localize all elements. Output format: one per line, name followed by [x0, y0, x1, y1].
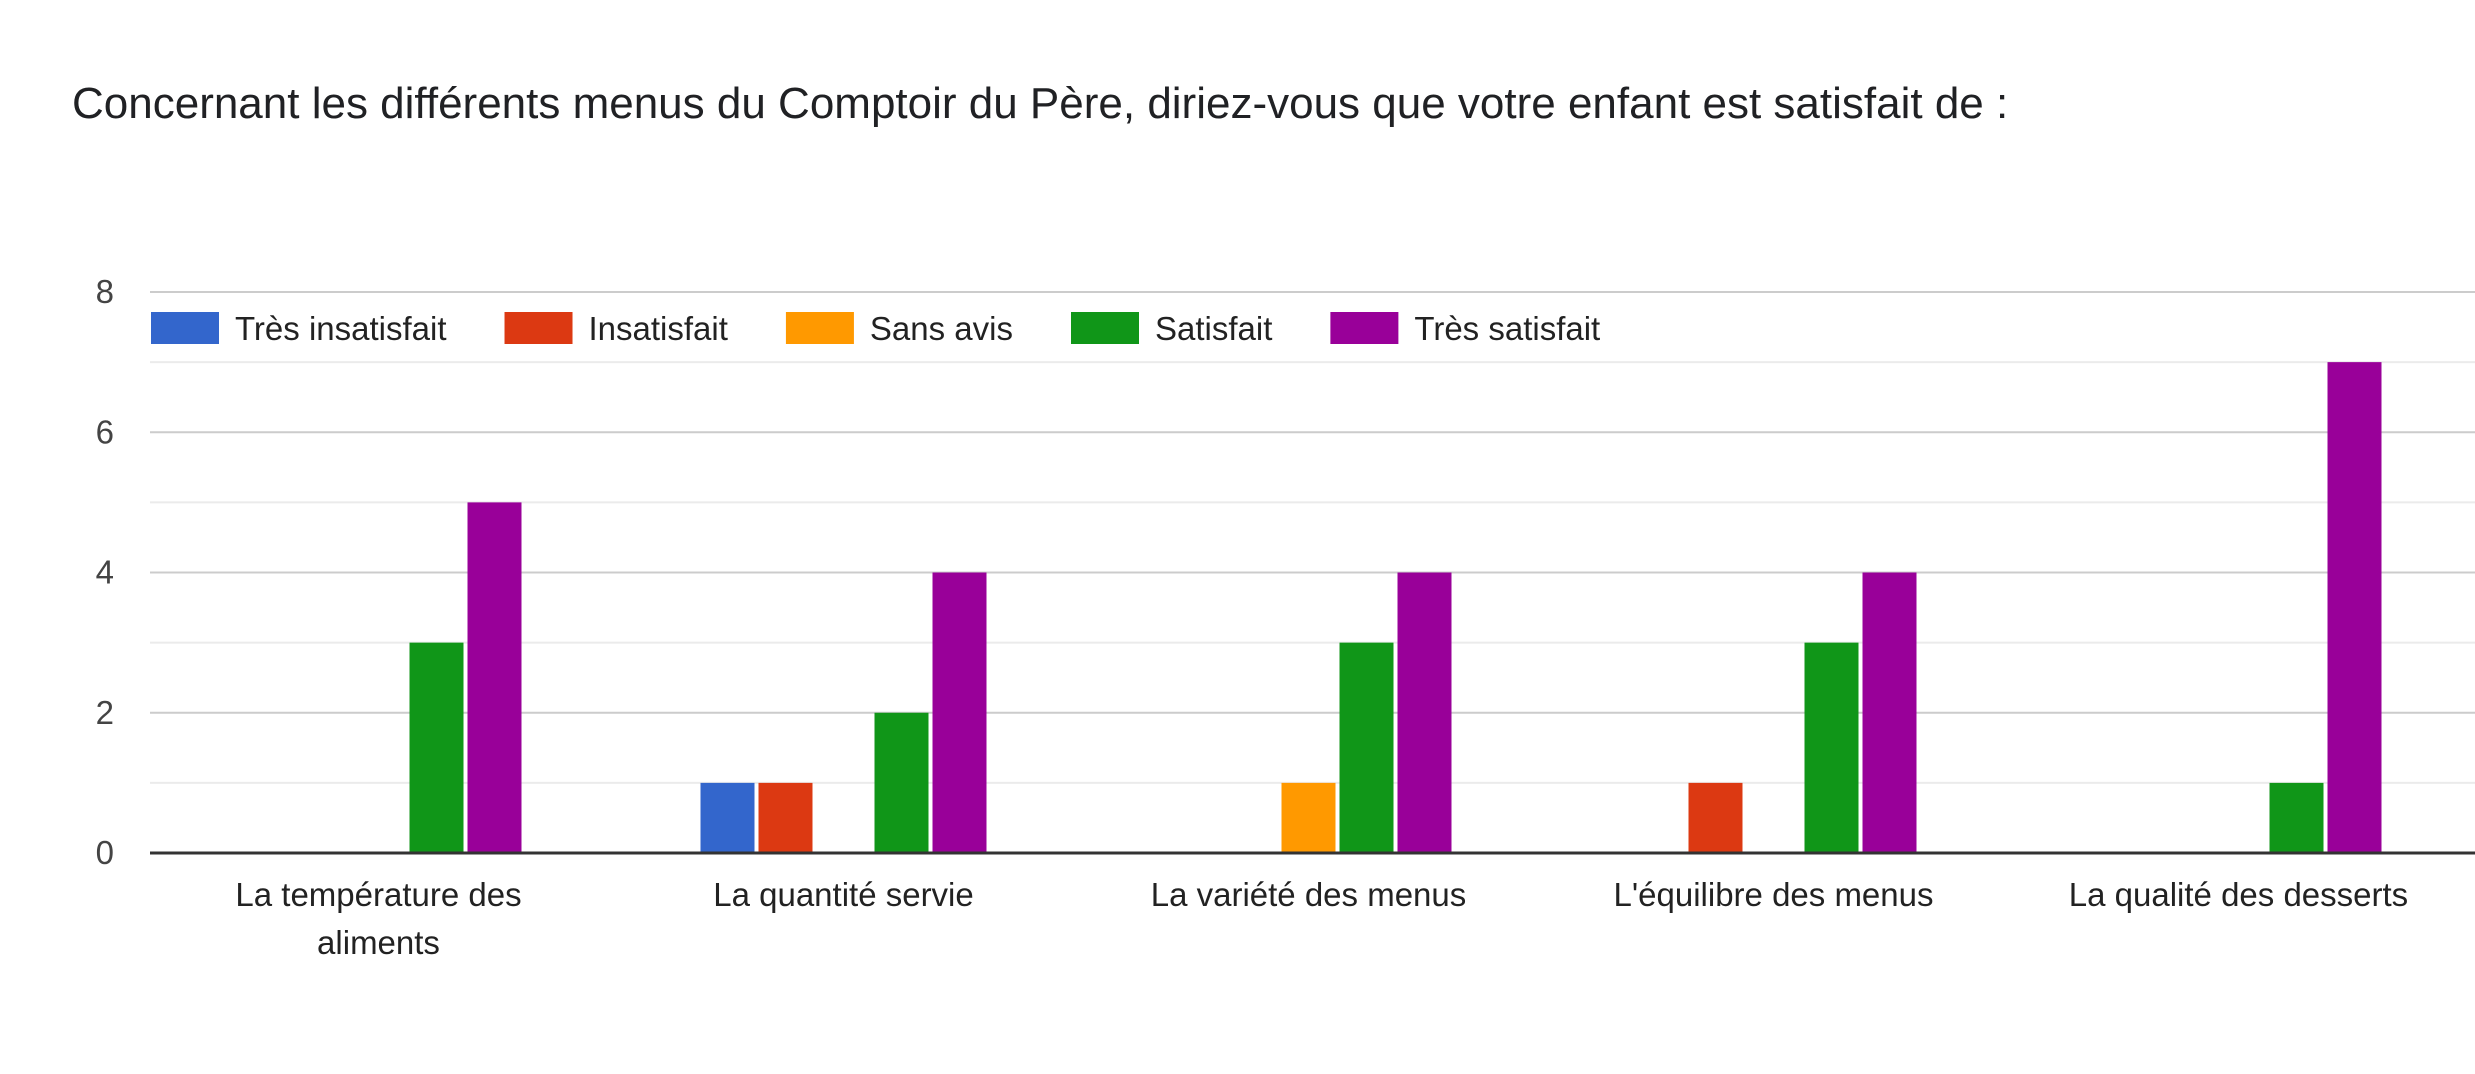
- gridlines: [150, 291, 2475, 784]
- x-category-label: La qualité des desserts: [2069, 876, 2408, 913]
- legend-swatch: [785, 312, 854, 344]
- legend-label: Très satisfait: [1414, 310, 1600, 347]
- bar: [2269, 782, 2324, 853]
- x-category-label: La variété des menus: [1151, 876, 1467, 913]
- bar: [758, 782, 813, 853]
- bar: [1281, 782, 1336, 853]
- y-tick-label: 8: [96, 273, 114, 310]
- legend-swatch: [151, 312, 219, 344]
- y-tick-label: 2: [96, 694, 114, 731]
- x-category-label: La quantité servie: [713, 876, 974, 913]
- bar: [1688, 782, 1743, 853]
- y-tick-label: 6: [96, 413, 114, 450]
- bar: [409, 642, 464, 853]
- bar: [874, 712, 929, 853]
- axes: 0 2 4 6 8 La température des aliments La quanti…: [96, 273, 2475, 961]
- x-category-label: aliments: [317, 924, 440, 961]
- bar: [2327, 362, 2382, 853]
- bars: [409, 362, 2382, 853]
- chart-title: Concernant les différents menus du Compt…: [72, 79, 2009, 128]
- bar: [932, 572, 987, 853]
- bar: [1397, 572, 1452, 853]
- x-category-label: L'équilibre des menus: [1614, 876, 1934, 913]
- bar: [700, 782, 755, 853]
- legend-swatch: [1071, 312, 1139, 344]
- legend: Très insatisfait Insatisfait Sans avis Sati…: [151, 310, 1600, 347]
- legend-label: Sans avis: [870, 310, 1013, 347]
- legend-swatch: [504, 312, 573, 344]
- bar: [467, 502, 522, 853]
- legend-label: Insatisfait: [589, 310, 728, 347]
- legend-label: Très insatisfait: [235, 310, 447, 347]
- legend-swatch: [1330, 312, 1399, 344]
- bar: [1339, 642, 1394, 853]
- y-tick-label: 4: [96, 554, 114, 591]
- y-tick-label: 0: [96, 834, 114, 871]
- bar: [1862, 572, 1917, 853]
- bar: [1804, 642, 1859, 853]
- x-category-label: La température des: [235, 876, 521, 913]
- legend-label: Satisfait: [1155, 310, 1272, 347]
